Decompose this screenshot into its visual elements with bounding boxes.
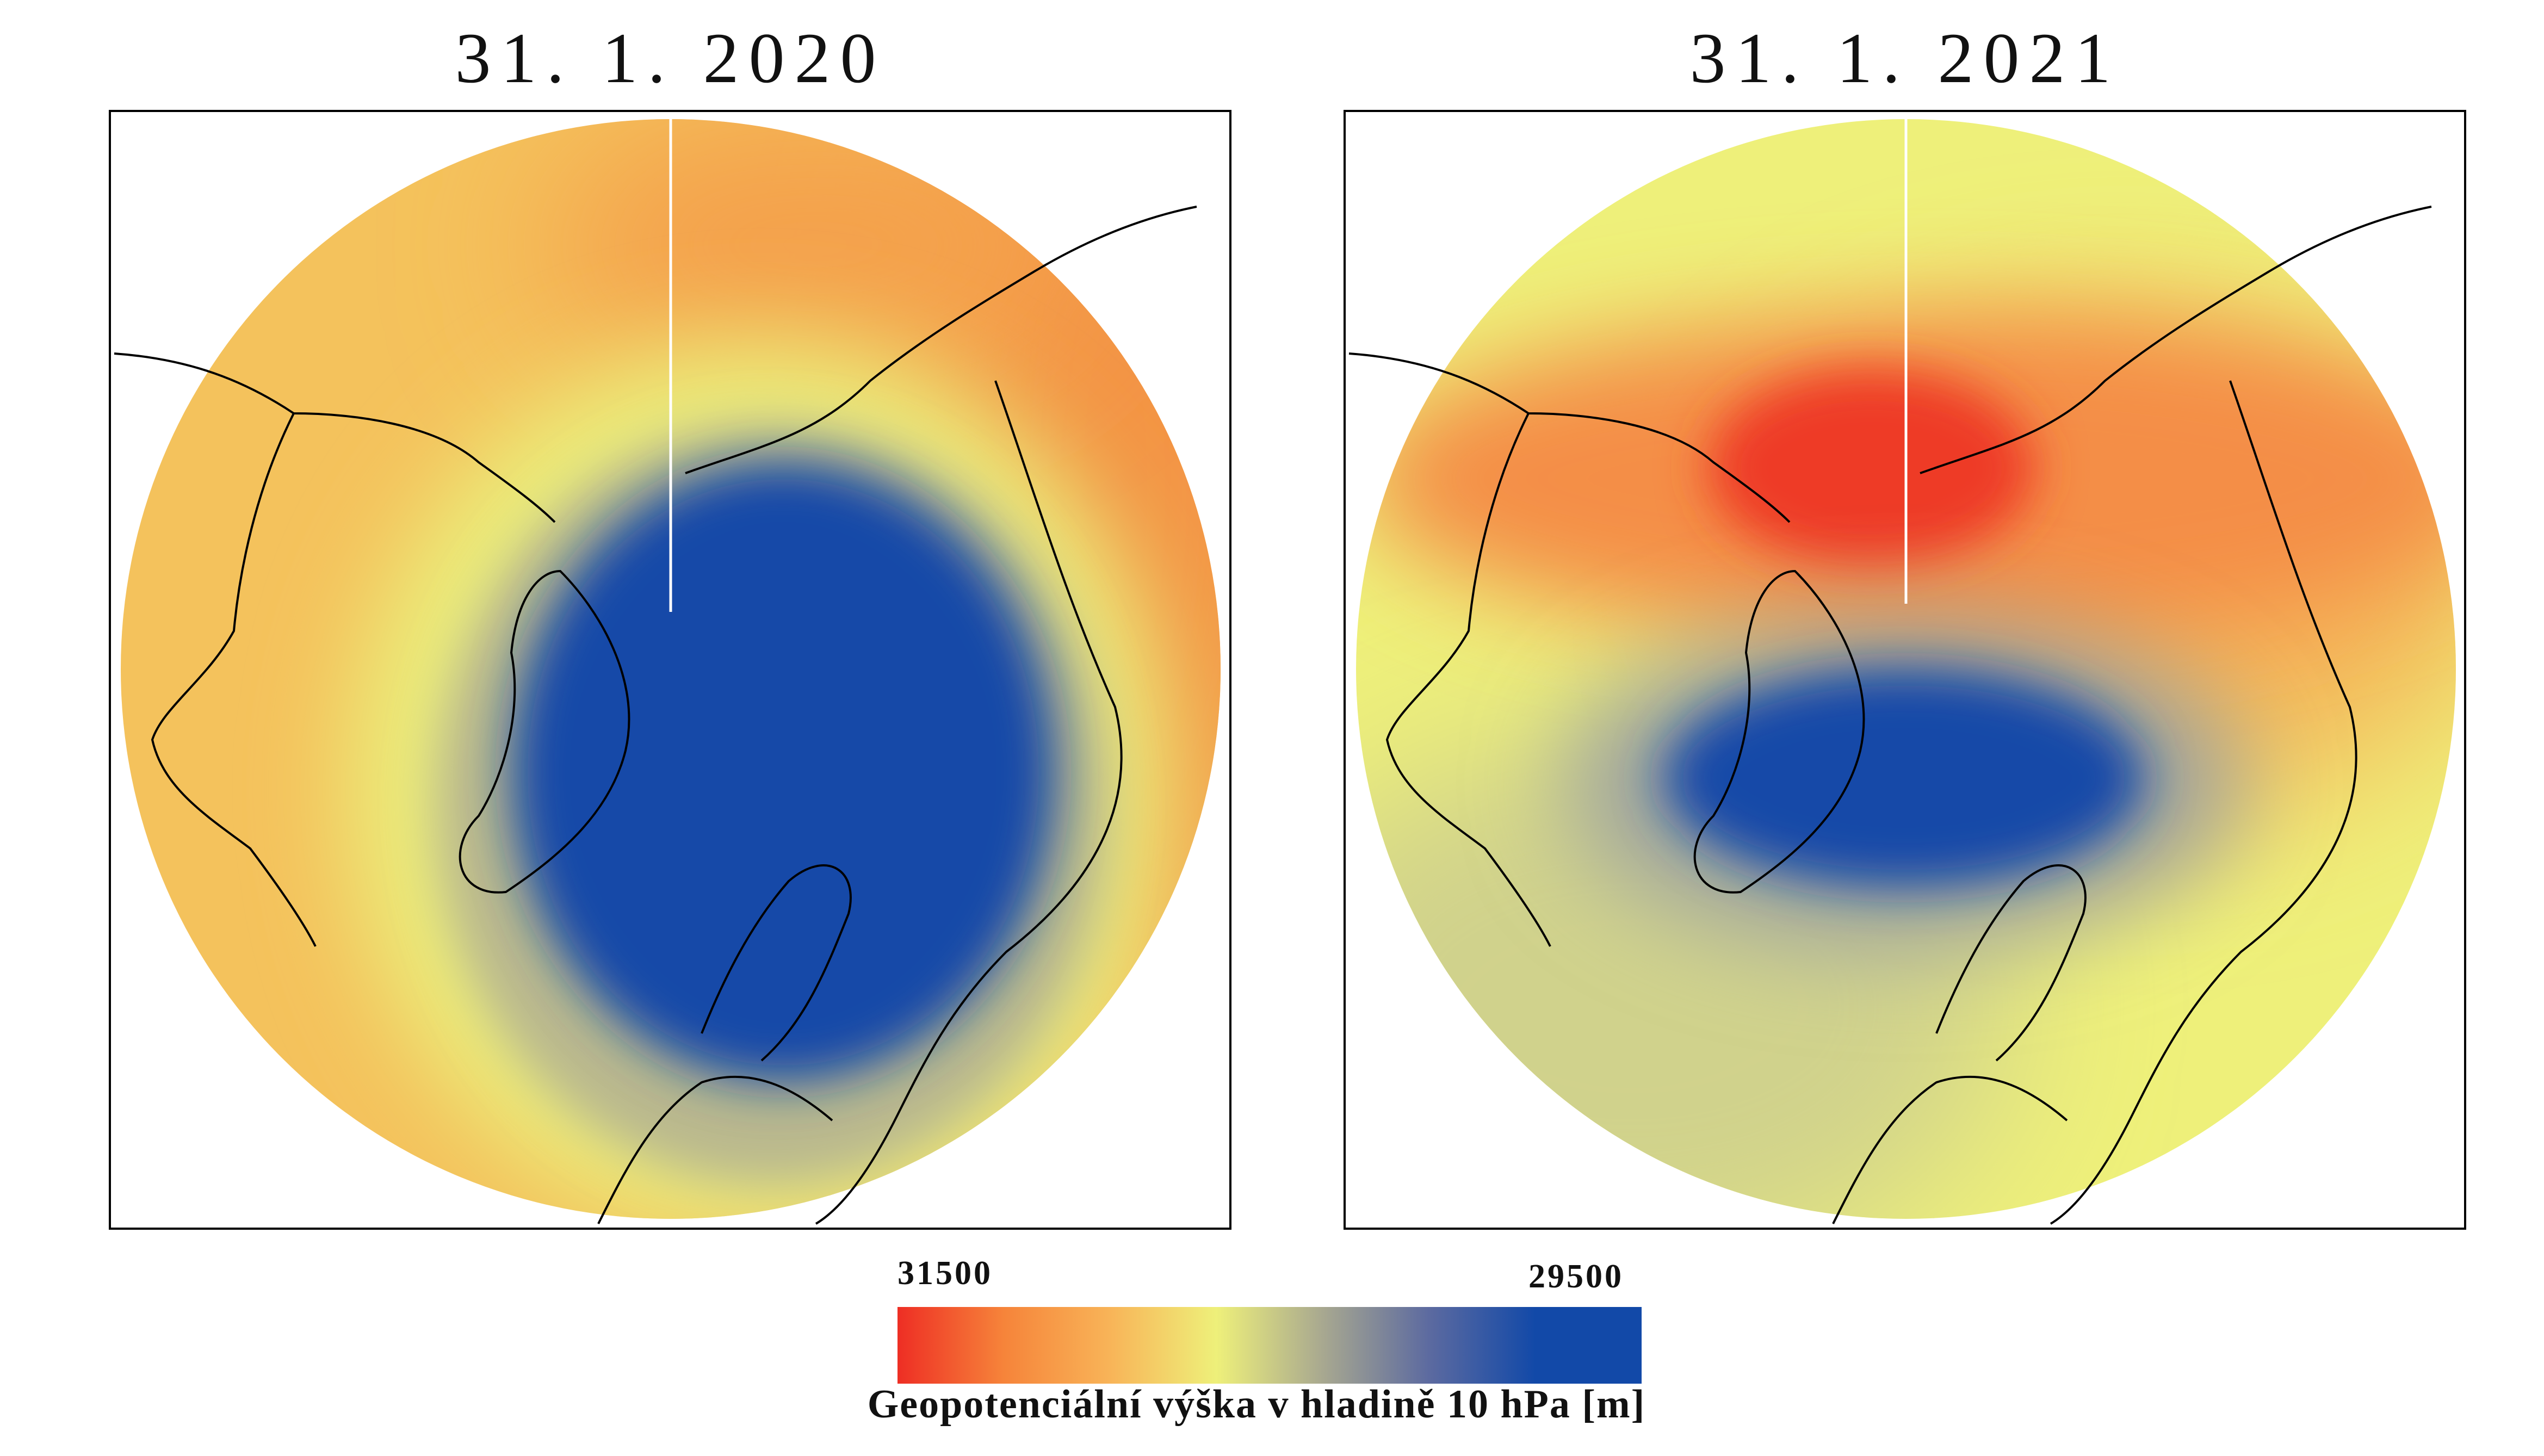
colorbar-title: Geopotenciální výška v hladině 10 hPa [m… <box>867 1382 1646 1427</box>
coastlines-2020 <box>114 206 1197 1225</box>
vortex-low-2021 <box>1664 669 2143 887</box>
map-2021 <box>1344 110 2466 1230</box>
colorbar-label-min: 29500 <box>1528 1258 1624 1295</box>
panel-title-2020: 31. 1. 2020 <box>455 18 886 98</box>
high-red-2021 <box>1708 370 2034 566</box>
colorbar-label-max: 31500 <box>897 1255 993 1292</box>
colorbar <box>897 1307 1642 1384</box>
coastlines-2021 <box>1348 206 2432 1225</box>
vortex-low-2020 <box>511 462 1055 1082</box>
panel-title-2021: 31. 1. 2021 <box>1689 18 2121 98</box>
map-2020 <box>109 110 1231 1230</box>
